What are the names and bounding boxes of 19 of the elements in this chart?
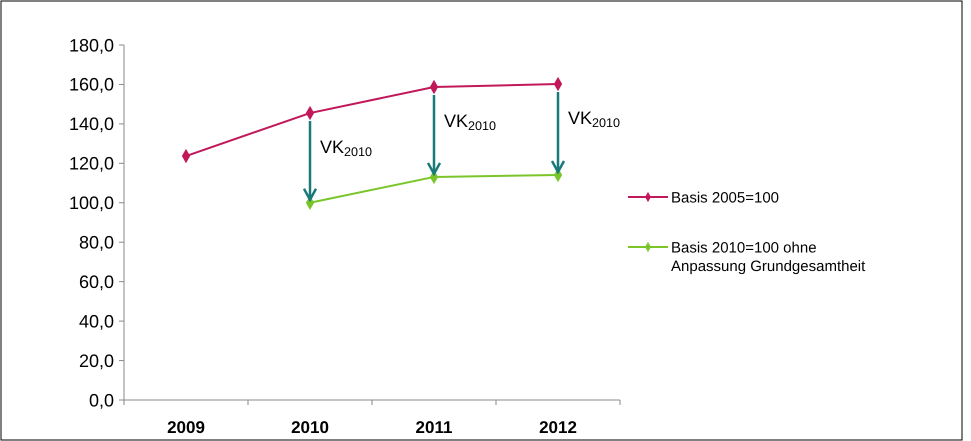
x-tick-label: 2012 <box>539 418 577 437</box>
y-tick-label: 40,0 <box>78 311 114 332</box>
y-tick-label: 140,0 <box>68 114 114 134</box>
annotation: VK$_{2010}$ <box>568 108 620 130</box>
x-tick-label: 2011 <box>416 418 452 437</box>
y-tick-label: 180,0 <box>68 35 114 56</box>
y-tick-label: 160,0 <box>68 74 114 95</box>
y-tick-label: 100,0 <box>68 193 114 214</box>
y-tick-label: 0,0 <box>88 390 114 410</box>
y-tick-label: 60,0 <box>78 272 114 292</box>
annotation: VK$_{2010}$ <box>444 111 496 134</box>
x-tick-label: 2010 <box>291 418 329 437</box>
legend-label: Basis 2005=100 <box>671 189 780 206</box>
legend-label: Basis 2010=100 ohne Anpassung Grundgesamtheit <box>671 239 866 275</box>
y-tick-label: 20,0 <box>78 350 114 371</box>
annotation: VK$_{2010}$ <box>320 136 372 160</box>
x-tick-label: 2009 <box>167 418 205 437</box>
y-tick-label: 80,0 <box>78 232 114 253</box>
y-tick-label: 120,0 <box>68 154 114 174</box>
